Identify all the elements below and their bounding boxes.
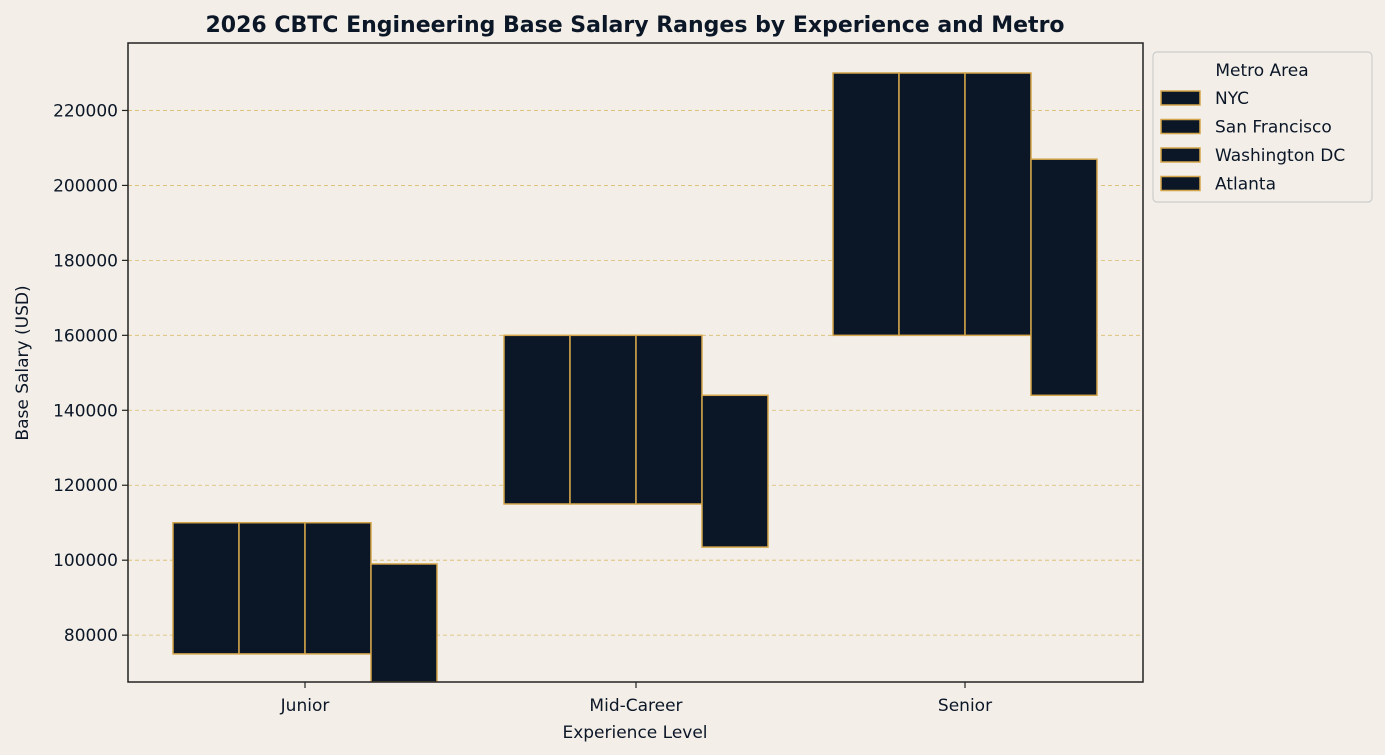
- bar-nyc-mid-career: [503, 334, 571, 505]
- x-axis-label: Experience Level: [562, 723, 707, 743]
- y-tick-label: 220000: [53, 101, 118, 121]
- legend-swatch: [1160, 175, 1201, 192]
- legend-entry: San Francisco: [1215, 118, 1332, 138]
- x-axis: Junior Mid-Career Senior: [280, 682, 992, 716]
- x-tick-label: Senior: [938, 696, 992, 716]
- bar-atlanta-junior: [370, 563, 438, 682]
- bar-nyc-senior: [832, 72, 900, 337]
- y-tick-label: 160000: [53, 326, 118, 346]
- x-tick-label: Mid-Career: [589, 696, 682, 716]
- bar-san-francisco-senior: [898, 72, 966, 337]
- legend-swatch: [1160, 90, 1201, 106]
- bar-san-francisco-junior: [238, 521, 306, 655]
- bar-washington-dc-mid-career: [635, 334, 703, 505]
- y-tick-label: 200000: [53, 176, 118, 196]
- plot-frame: [127, 42, 1144, 683]
- y-tick-label: 120000: [53, 476, 118, 496]
- legend-entry: Atlanta: [1215, 175, 1276, 195]
- y-tick-label: 100000: [53, 551, 118, 571]
- legend-swatch: [1160, 118, 1201, 135]
- y-axis: 80000 100000 120000 140000 160000 180000 20000…: [53, 101, 128, 646]
- bar-washington-dc-senior: [964, 72, 1032, 337]
- bar-washington-dc-junior: [304, 521, 372, 655]
- y-tick-label: 80000: [64, 626, 118, 646]
- legend-entry: NYC: [1215, 89, 1249, 109]
- chart-title: 2026 CBTC Engineering Base Salary Ranges…: [205, 13, 1064, 38]
- y-tick-label: 140000: [53, 401, 118, 421]
- legend-box: [1152, 51, 1373, 203]
- bar-nyc-junior: [172, 521, 240, 655]
- y-axis-label: Base Salary (USD): [13, 285, 33, 440]
- legend-swatch: [1160, 147, 1201, 163]
- legend-entry: Washington DC: [1215, 146, 1345, 166]
- legend-title: Metro Area: [1215, 61, 1308, 81]
- bar-san-francisco-mid-career: [569, 334, 637, 505]
- y-tick-label: 180000: [53, 251, 118, 271]
- legend: Metro Area NYC San Francisco Washington DC…: [1152, 51, 1373, 203]
- bars: [172, 72, 1098, 682]
- bar-atlanta-mid-career: [701, 394, 769, 548]
- bar-atlanta-senior: [1030, 158, 1098, 397]
- x-tick-label: Junior: [280, 696, 330, 716]
